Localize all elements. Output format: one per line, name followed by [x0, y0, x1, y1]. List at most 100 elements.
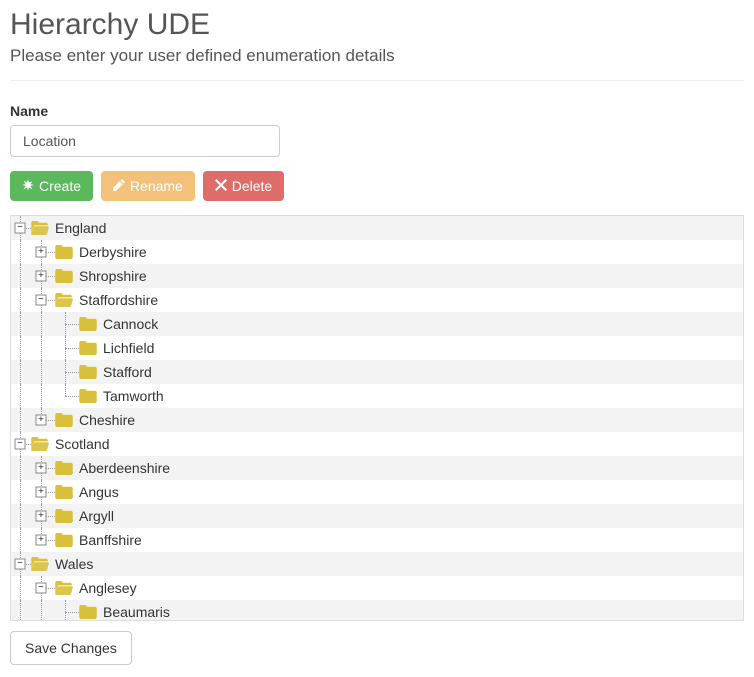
tree-node-label[interactable]: Derbyshire	[79, 244, 147, 260]
tree-row[interactable]: + Cheshire	[11, 408, 743, 432]
tree-connector	[11, 576, 29, 600]
tree-node-label[interactable]: Tamworth	[103, 388, 164, 404]
expand-icon[interactable]: +	[36, 535, 47, 546]
collapse-icon[interactable]: −	[15, 439, 26, 450]
tree-view[interactable]: − England + Derbyshire + Shropshire − Staffords…	[10, 215, 744, 621]
tree-connector	[11, 384, 29, 408]
tree-connector	[11, 240, 29, 264]
tree-connector	[11, 528, 29, 552]
folder-icon	[55, 581, 73, 595]
divider	[10, 80, 744, 81]
tree-connector: +	[29, 408, 53, 432]
tree-connector: +	[29, 456, 53, 480]
collapse-icon[interactable]: −	[36, 583, 47, 594]
tree-connector: −	[11, 432, 29, 456]
tree-connector: −	[11, 216, 29, 240]
rename-button-label: Rename	[130, 178, 183, 194]
delete-button[interactable]: Delete	[203, 171, 284, 201]
tree-connector	[11, 336, 29, 360]
save-button[interactable]: Save Changes	[10, 631, 132, 665]
tree-row[interactable]: Stafford	[11, 360, 743, 384]
tree-connector: +	[29, 240, 53, 264]
tree-row[interactable]: Cannock	[11, 312, 743, 336]
expand-icon[interactable]: +	[36, 415, 47, 426]
tree-node-label[interactable]: Anglesey	[79, 580, 137, 596]
folder-icon	[31, 437, 49, 451]
tree-connector: −	[29, 576, 53, 600]
expand-icon[interactable]: +	[36, 271, 47, 282]
tree-node-label[interactable]: Shropshire	[79, 268, 147, 284]
tree-connector: +	[29, 480, 53, 504]
tree-row[interactable]: Lichfield	[11, 336, 743, 360]
tree-connector	[53, 384, 77, 408]
folder-icon	[31, 557, 49, 571]
page-title: Hierarchy UDE	[10, 8, 744, 42]
folder-icon	[79, 389, 97, 403]
folder-icon	[79, 605, 97, 619]
tree-row[interactable]: + Banffshire	[11, 528, 743, 552]
tree-row[interactable]: + Argyll	[11, 504, 743, 528]
collapse-icon[interactable]: −	[15, 559, 26, 570]
folder-icon	[55, 413, 73, 427]
folder-icon	[55, 509, 73, 523]
tree-connector	[11, 600, 29, 621]
tree-connector: −	[11, 552, 29, 576]
create-button-label: Create	[39, 178, 81, 194]
tree-node-label[interactable]: Cheshire	[79, 412, 135, 428]
folder-icon	[79, 365, 97, 379]
folder-icon	[31, 221, 49, 235]
tree-row[interactable]: − Wales	[11, 552, 743, 576]
tree-row[interactable]: + Shropshire	[11, 264, 743, 288]
tree-node-label[interactable]: Angus	[79, 484, 119, 500]
tree-connector	[11, 312, 29, 336]
tree-row[interactable]: + Angus	[11, 480, 743, 504]
tree-row[interactable]: − Anglesey	[11, 576, 743, 600]
expand-icon[interactable]: +	[36, 463, 47, 474]
tree-row[interactable]: Beaumaris	[11, 600, 743, 621]
expand-icon[interactable]: +	[36, 247, 47, 258]
name-label: Name	[10, 103, 744, 119]
tree-connector	[29, 336, 53, 360]
tree-row[interactable]: − Scotland	[11, 432, 743, 456]
tree-row[interactable]: Tamworth	[11, 384, 743, 408]
tree-connector: −	[29, 288, 53, 312]
tree-row[interactable]: + Aberdeenshire	[11, 456, 743, 480]
delete-button-label: Delete	[232, 178, 272, 194]
tree-connector: +	[29, 504, 53, 528]
tree-node-label[interactable]: Staffordshire	[79, 292, 158, 308]
tree-node-label[interactable]: England	[55, 220, 106, 236]
expand-icon[interactable]: +	[36, 487, 47, 498]
tree-row[interactable]: − England	[11, 216, 743, 240]
tree-connector	[11, 408, 29, 432]
tree-connector	[11, 360, 29, 384]
expand-icon[interactable]: +	[36, 511, 47, 522]
tree-node-label[interactable]: Cannock	[103, 316, 158, 332]
tree-node-label[interactable]: Stafford	[103, 364, 152, 380]
folder-icon	[55, 485, 73, 499]
tree-connector	[29, 360, 53, 384]
tree-connector: +	[29, 264, 53, 288]
collapse-icon[interactable]: −	[15, 223, 26, 234]
tree-row[interactable]: + Derbyshire	[11, 240, 743, 264]
folder-icon	[55, 293, 73, 307]
tree-connector	[53, 600, 77, 621]
collapse-icon[interactable]: −	[36, 295, 47, 306]
tree-connector	[29, 384, 53, 408]
tree-node-label[interactable]: Scotland	[55, 436, 109, 452]
name-input[interactable]	[10, 125, 280, 157]
tree-node-label[interactable]: Aberdeenshire	[79, 460, 170, 476]
pencil-icon	[113, 178, 125, 194]
tree-connector	[29, 600, 53, 621]
folder-icon	[55, 245, 73, 259]
create-button[interactable]: Create	[10, 171, 93, 201]
tree-node-label[interactable]: Wales	[55, 556, 93, 572]
tree-node-label[interactable]: Beaumaris	[103, 604, 170, 620]
tree-node-label[interactable]: Argyll	[79, 508, 114, 524]
folder-icon	[55, 533, 73, 547]
tree-node-label[interactable]: Banffshire	[79, 532, 142, 548]
tree-connector	[11, 504, 29, 528]
tree-row[interactable]: − Staffordshire	[11, 288, 743, 312]
tree-node-label[interactable]: Lichfield	[103, 340, 154, 356]
asterisk-icon	[22, 178, 34, 194]
rename-button[interactable]: Rename	[101, 171, 195, 201]
